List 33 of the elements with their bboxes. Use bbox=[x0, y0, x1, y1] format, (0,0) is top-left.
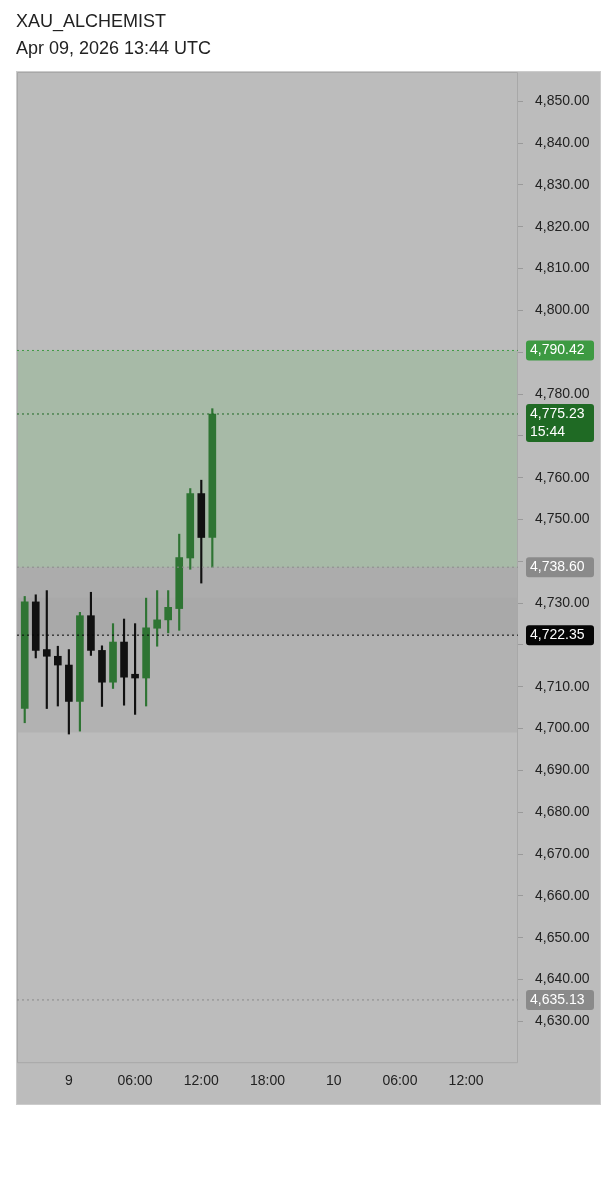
y-tick-label: 4,850.00 bbox=[535, 92, 590, 109]
y-tick-label: 4,640.00 bbox=[535, 970, 590, 987]
x-tick-label: 06:00 bbox=[117, 1072, 153, 1089]
y-tick-label: 4,830.00 bbox=[535, 175, 590, 192]
y-tick-label: 4,690.00 bbox=[535, 761, 590, 778]
y-tick-label: 4,670.00 bbox=[535, 844, 590, 861]
x-tick-label: 9 bbox=[64, 1072, 73, 1089]
y-tick-label: 4,700.00 bbox=[535, 719, 590, 736]
x-tick-label: 18:00 bbox=[249, 1072, 286, 1089]
y-tick-label: 4,840.00 bbox=[535, 133, 590, 150]
ref-line-label: 4,738.60 bbox=[530, 558, 585, 575]
y-tick-label: 4,650.00 bbox=[535, 928, 590, 945]
chart-title: XAU_ALCHEMIST bbox=[16, 10, 168, 34]
x-tick-label: 06:00 bbox=[382, 1072, 418, 1089]
y-tick-label: 4,810.00 bbox=[535, 259, 590, 276]
x-tick-label: 10 bbox=[325, 1072, 342, 1089]
ref-line-label: 4,790.42 bbox=[530, 341, 585, 358]
y-tick-label: 4,750.00 bbox=[535, 510, 590, 527]
x-tick-label: 12:00 bbox=[183, 1072, 220, 1089]
ref-line-label: 4,775.23 15:44 bbox=[530, 404, 585, 439]
y-tick-label: 4,730.00 bbox=[535, 594, 590, 611]
y-tick-label: 4,780.00 bbox=[535, 384, 590, 401]
y-tick-label: 4,680.00 bbox=[535, 803, 590, 820]
y-tick-label: 4,760.00 bbox=[535, 468, 590, 485]
y-tick-label: 4,660.00 bbox=[535, 886, 590, 903]
ref-line-label: 4,635.13 bbox=[530, 990, 585, 1007]
chart-subtitle: Apr 09, 2026 13:44 UTC bbox=[16, 37, 212, 60]
y-tick-label: 4,820.00 bbox=[535, 217, 590, 234]
ref-line-label: 4,722.35 bbox=[530, 626, 585, 642]
y-tick-label: 4,800.00 bbox=[535, 301, 590, 318]
x-tick-label: 12:00 bbox=[448, 1072, 484, 1089]
y-tick-label: 4,630.00 bbox=[535, 1012, 590, 1029]
y-tick-label: 4,710.00 bbox=[535, 677, 590, 694]
